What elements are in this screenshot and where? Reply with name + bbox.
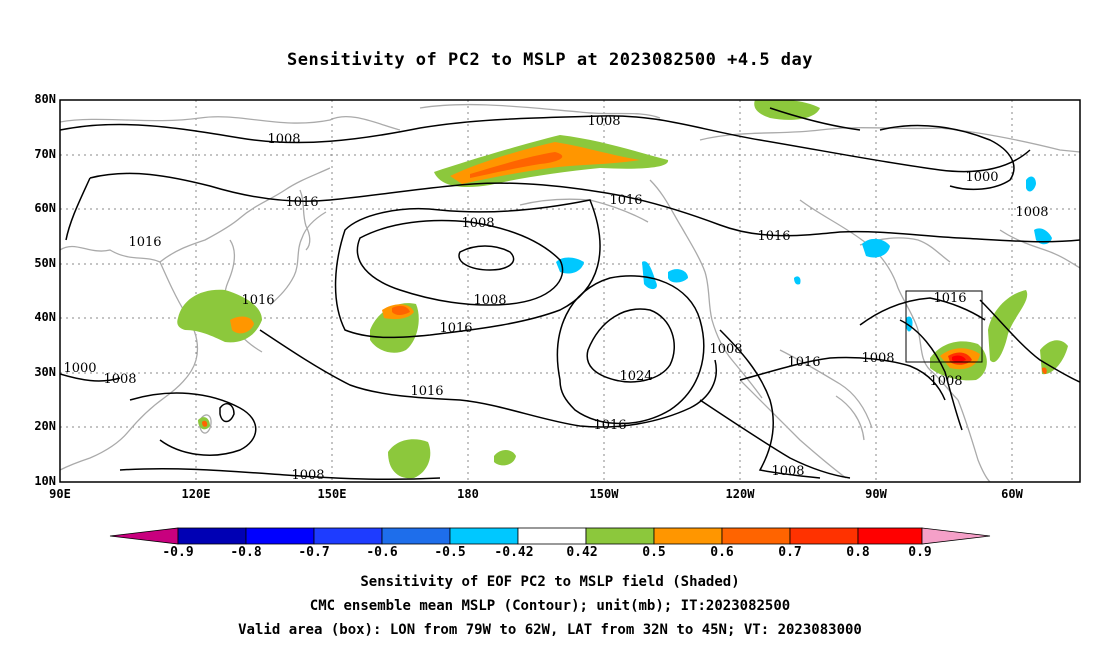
contour-label: 1008 [267, 132, 300, 147]
colorbar-label: 0.5 [642, 545, 666, 560]
colorbar-cell [857, 527, 923, 545]
contour-label: 1008 [291, 468, 324, 483]
footer-line-3: Valid area (box): LON from 79W to 62W, L… [238, 622, 862, 638]
lat-label: 60N [34, 201, 56, 215]
contour-label: 1008 [473, 293, 506, 308]
contour-label: 1016 [439, 321, 472, 336]
colorbar-label: 0.6 [710, 545, 734, 560]
lon-label: 90W [865, 487, 887, 501]
colorbar-label: 0.7 [778, 545, 802, 560]
contour-label: 1008 [587, 114, 620, 129]
colorbar [109, 527, 991, 545]
contour-label: 1016 [933, 291, 966, 306]
colorbar-cell [789, 527, 859, 545]
contour-label: 1008 [929, 374, 962, 389]
colorbar-label: -0.8 [230, 545, 262, 560]
valid-area-box [905, 290, 983, 363]
colorbar-label: -0.5 [434, 545, 466, 560]
colorbar-label: -0.7 [298, 545, 330, 560]
contour-label: 1000 [965, 170, 998, 185]
lon-label: 90E [49, 487, 71, 501]
colorbar-label: 0.9 [908, 545, 932, 560]
lat-label: 20N [34, 419, 56, 433]
colorbar-cell [313, 527, 383, 545]
contour-label: 1024 [619, 369, 652, 384]
lat-label: 70N [34, 147, 56, 161]
colorbar-label: 0.8 [846, 545, 870, 560]
contour-label: 1008 [709, 342, 742, 357]
contour-label: 1008 [461, 216, 494, 231]
colorbar-label: 0.42 [566, 545, 598, 560]
colorbar-cell [921, 527, 991, 545]
contour-label: 1016 [241, 293, 274, 308]
contour-label: 1016 [593, 418, 626, 433]
lon-label: 180 [457, 487, 479, 501]
contour-label: 1008 [1015, 205, 1048, 220]
contour-label: 1016 [410, 384, 443, 399]
lat-label: 10N [34, 474, 56, 488]
lat-label: 80N [34, 92, 56, 106]
contour-label: 1016 [285, 195, 318, 210]
lat-label: 40N [34, 310, 56, 324]
colorbar-cell [177, 527, 247, 545]
contour-label: 1008 [103, 372, 136, 387]
contour-label: 1016 [609, 193, 642, 208]
colorbar-cell [721, 527, 791, 545]
colorbar-cell [653, 527, 723, 545]
lon-label: 120E [181, 487, 211, 501]
plot-frame [59, 99, 1081, 483]
contour-label: 1008 [771, 464, 804, 479]
contour-label: 1016 [757, 229, 790, 244]
mslp-contours [60, 107, 1080, 481]
colorbar-label: -0.9 [162, 545, 194, 560]
colorbar-cell [109, 527, 179, 545]
lon-label: 60W [1001, 487, 1023, 501]
colorbar-cell [585, 527, 655, 545]
lon-label: 150W [589, 487, 619, 501]
footer-line-1: Sensitivity of EOF PC2 to MSLP field (Sh… [360, 574, 740, 590]
colorbar-cell [517, 527, 587, 545]
contour-label: 1000 [63, 361, 96, 376]
map-title: Sensitivity of PC2 to MSLP at 2023082500… [286, 50, 813, 70]
contour-label: 1008 [861, 351, 894, 366]
colorbar-label: -0.42 [494, 545, 534, 560]
colorbar-cell [245, 527, 315, 545]
footer-line-2: CMC ensemble mean MSLP (Contour); unit(m… [309, 598, 791, 614]
contour-label: 1016 [787, 355, 820, 370]
colorbar-label: -0.6 [366, 545, 398, 560]
contour-label-layer: 1008 1008 1016 1016 1008 1008 1016 1016 … [63, 114, 1048, 483]
colorbar-cell [449, 527, 519, 545]
lon-label: 150E [317, 487, 347, 501]
colorbar-cell [381, 527, 451, 545]
lon-label: 120W [725, 487, 755, 501]
lat-label: 50N [34, 256, 56, 270]
map-content: 1008 1008 1016 1016 1008 1008 1016 1016 … [60, 100, 1080, 483]
lat-label: 30N [34, 365, 56, 379]
contour-label: 1016 [128, 235, 161, 250]
